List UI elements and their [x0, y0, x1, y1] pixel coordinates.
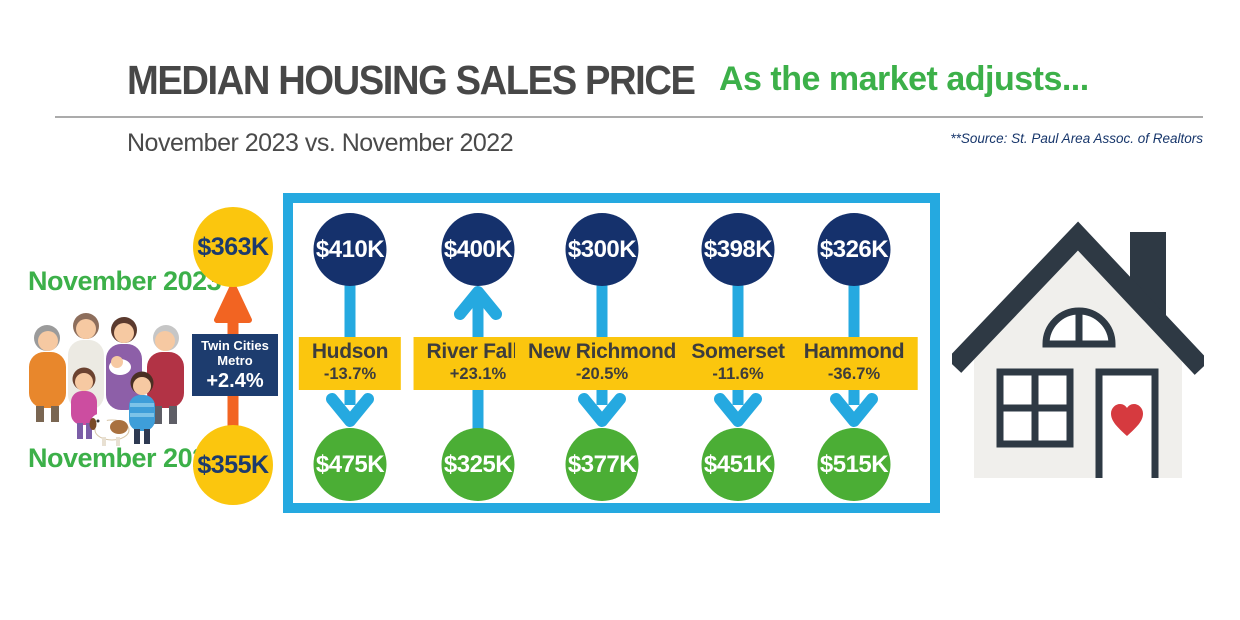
source-note: **Source: St. Paul Area Assoc. of Realto… [950, 131, 1203, 146]
price-2023-badge: $326K [817, 213, 891, 286]
subtitle: November 2023 vs. November 2022 [127, 129, 514, 157]
header-divider [55, 116, 1203, 118]
front-window [996, 368, 1074, 448]
city-change-tag: New Richmond -20.5% [514, 337, 690, 390]
tagline: As the market adjusts... [719, 60, 1089, 98]
price-2022-badge: $515K [817, 428, 891, 501]
attic-window [1042, 307, 1116, 348]
city-name: Somerset [691, 340, 785, 363]
roof [952, 221, 1204, 375]
page-title: MEDIAN HOUSING SALES PRICE [127, 57, 696, 103]
house-illustration [952, 221, 1204, 478]
city-name: Hammond [803, 340, 905, 363]
price-2022-badge: $325K [441, 428, 515, 501]
year-label-2022: November 2022 [28, 443, 222, 473]
metro-region-line2: Metro [217, 352, 253, 368]
family-illustration [29, 313, 184, 446]
city-name: River Falls [426, 340, 530, 363]
price-2022-badge: $475K [313, 428, 387, 501]
city-change-tag: Somerset -11.6% [678, 337, 798, 390]
price-2022-badge: $377K [565, 428, 639, 501]
metro-price-2022-badge: $355K [193, 425, 273, 505]
cities-comparison-box: $410K Hudson -13.7% $475K $400K River Fa… [283, 193, 940, 513]
city-change-tag: Hammond -36.7% [790, 337, 918, 390]
metro-price-2023-badge: $363K [193, 207, 273, 287]
city-name: New Richmond [527, 340, 677, 363]
metro-change-box: Twin Cities Metro +2.4% [192, 334, 278, 397]
dog-figure [89, 414, 130, 446]
grandma-left-figure [29, 325, 66, 422]
heart-icon [1111, 404, 1143, 436]
city-name: Hudson [311, 340, 389, 363]
price-2023-badge: $410K [313, 213, 387, 286]
price-2022-badge: $451K [701, 428, 775, 501]
girl-figure [71, 367, 97, 439]
price-2023-badge: $400K [441, 213, 515, 286]
city-change-value: -20.5% [575, 365, 629, 383]
city-change-value: +23.1% [449, 365, 507, 383]
city-change-value: -13.7% [323, 365, 377, 383]
price-2023-badge: $300K [565, 213, 639, 286]
boy-figure [129, 371, 155, 444]
price-2023-badge: $398K [701, 213, 775, 286]
city-change-value: -36.7% [827, 365, 881, 383]
city-change-tag: Hudson -13.7% [298, 337, 402, 390]
mom-and-baby-figure [106, 317, 142, 410]
year-label-2023: November 2023 [28, 266, 222, 296]
grandma-right-figure [147, 325, 184, 424]
metro-change-value: +2.4% [206, 370, 264, 393]
city-change-value: -11.6% [712, 365, 764, 383]
metro-region-line1: Twin Cities [201, 338, 269, 353]
